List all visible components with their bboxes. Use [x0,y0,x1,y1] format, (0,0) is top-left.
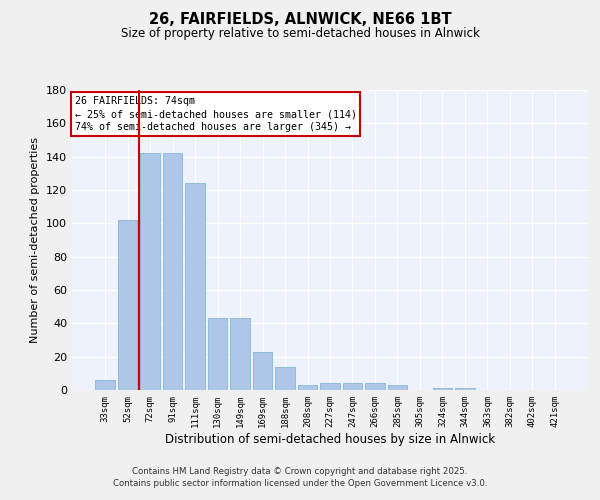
Bar [140,154,160,390]
Bar [320,384,340,390]
X-axis label: Distribution of semi-detached houses by size in Alnwick: Distribution of semi-detached houses by … [165,432,495,446]
Bar [455,388,475,390]
Bar [163,154,182,390]
Text: Size of property relative to semi-detached houses in Alnwick: Size of property relative to semi-detach… [121,28,479,40]
Bar [95,380,115,390]
Y-axis label: Number of semi-detached properties: Number of semi-detached properties [31,137,40,343]
Bar [185,184,205,390]
Bar [253,352,272,390]
Text: Contains HM Land Registry data © Crown copyright and database right 2025.
Contai: Contains HM Land Registry data © Crown c… [113,466,487,487]
Bar [365,384,385,390]
Bar [208,318,227,390]
Bar [433,388,452,390]
Bar [118,220,137,390]
Bar [343,384,362,390]
Bar [275,366,295,390]
Bar [230,318,250,390]
Bar [388,385,407,390]
Text: 26, FAIRFIELDS, ALNWICK, NE66 1BT: 26, FAIRFIELDS, ALNWICK, NE66 1BT [149,12,451,28]
Bar [298,385,317,390]
Text: 26 FAIRFIELDS: 74sqm
← 25% of semi-detached houses are smaller (114)
74% of semi: 26 FAIRFIELDS: 74sqm ← 25% of semi-detac… [74,96,356,132]
